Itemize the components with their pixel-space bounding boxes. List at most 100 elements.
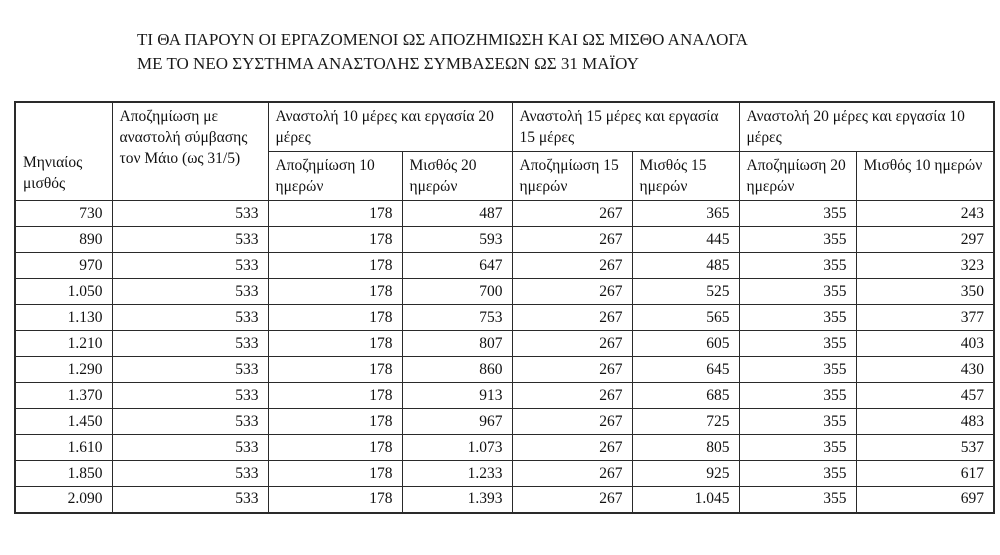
table-cell: 807	[401, 330, 513, 357]
table-cell: 525	[631, 278, 740, 305]
header-salary-15-days: Μισθός 15 ημερών	[631, 151, 740, 201]
table-cell: 178	[267, 330, 403, 357]
table-cell: 565	[631, 304, 740, 331]
header-sub-row: Αποζημίωση 10 ημερών Μισθός 20 ημερών Απ…	[15, 151, 995, 201]
table-cell: 178	[267, 200, 403, 227]
header-group-suspension-15-work-15: Αναστολή 15 μέρες και εργασία 15 μέρες	[511, 101, 740, 152]
table-cell: 533	[111, 304, 269, 331]
table-cell: 267	[511, 330, 633, 357]
table-cell: 593	[401, 226, 513, 253]
table-cell: 267	[511, 304, 633, 331]
table-cell: 267	[511, 356, 633, 383]
table-cell: 1.850	[14, 460, 113, 487]
table-row: 1.370 533 178 913 267 685 355 457	[14, 382, 995, 409]
table-cell: 178	[267, 252, 403, 279]
table-cell: 533	[111, 356, 269, 383]
table-cell: 605	[631, 330, 740, 357]
table-cell: 355	[738, 356, 857, 383]
table-cell: 267	[511, 486, 633, 513]
table-row: 1.850 533 178 1.233 267 925 355 617	[14, 460, 995, 487]
table-cell: 617	[855, 460, 995, 487]
table-cell: 355	[738, 408, 857, 435]
table-cell: 445	[631, 226, 740, 253]
table-cell: 700	[401, 278, 513, 305]
document-title-line1: ΤΙ ΘΑ ΠΑΡΟΥΝ ΟΙ ΕΡΓΑΖΟΜΕΝΟΙ ΩΣ ΑΠΟΖΗΜΙΩΣ…	[137, 30, 748, 49]
table-row: 1.610 533 178 1.073 267 805 355 537	[14, 434, 995, 461]
table-row: 1.450 533 178 967 267 725 355 483	[14, 408, 995, 435]
table-cell: 753	[401, 304, 513, 331]
table-cell: 1.370	[14, 382, 113, 409]
table-cell: 533	[111, 434, 269, 461]
table-cell: 267	[511, 408, 633, 435]
table-cell: 1.233	[401, 460, 513, 487]
table-cell: 725	[631, 408, 740, 435]
table-cell: 533	[111, 382, 269, 409]
header-group-suspension-20-work-10: Αναστολή 20 μέρες και εργασία 10 μέρες	[738, 101, 995, 152]
table-cell: 485	[631, 252, 740, 279]
table-cell: 533	[111, 200, 269, 227]
table-cell: 297	[855, 226, 995, 253]
table-cell: 178	[267, 434, 403, 461]
table-cell: 267	[511, 252, 633, 279]
table-cell: 533	[111, 278, 269, 305]
table-cell: 355	[738, 460, 857, 487]
compensation-table: Μηνιαίος μισθός Αποζημίωση με αναστολή σ…	[14, 101, 995, 514]
table-cell: 355	[738, 200, 857, 227]
header-group-row: Μηνιαίος μισθός Αποζημίωση με αναστολή σ…	[14, 101, 995, 201]
header-compensation-20-days: Αποζημίωση 20 ημερών	[738, 151, 857, 201]
table-cell: 178	[267, 460, 403, 487]
table-cell: 1.393	[401, 486, 513, 513]
table-cell: 178	[267, 356, 403, 383]
table-cell: 350	[855, 278, 995, 305]
header-monthly-salary: Μηνιαίος μισθός	[14, 101, 113, 201]
table-cell: 355	[738, 330, 857, 357]
table-row: 970 533 178 647 267 485 355 323	[14, 252, 995, 279]
header-salary-20-days: Μισθός 20 ημερών	[401, 151, 513, 201]
table-cell: 1.290	[14, 356, 113, 383]
document-title-line2: ΜΕ ΤΟ ΝΕΟ ΣΥΣΤΗΜΑ ΑΝΑΣΤΟΛΗΣ ΣΥΜΒΑΣΕΩΝ ΩΣ…	[137, 54, 639, 73]
table-cell: 697	[855, 486, 995, 513]
table-cell: 890	[14, 226, 113, 253]
table-cell: 533	[111, 460, 269, 487]
table-cell: 355	[738, 226, 857, 253]
table-cell: 533	[111, 408, 269, 435]
table-cell: 1.130	[14, 304, 113, 331]
header-compensation-10-days: Αποζημίωση 10 ημερών	[267, 151, 403, 201]
table-cell: 243	[855, 200, 995, 227]
header-salary-10-days: Μισθός 10 ημερών	[855, 151, 995, 201]
table-cell: 178	[267, 408, 403, 435]
table-cell: 1.210	[14, 330, 113, 357]
table-cell: 267	[511, 382, 633, 409]
header-full-suspension-may: Αποζημίωση με αναστολή σύμβασης τον Μάιο…	[111, 101, 269, 201]
table-cell: 355	[738, 278, 857, 305]
table-cell: 533	[111, 330, 269, 357]
table-cell: 430	[855, 356, 995, 383]
table-cell: 457	[855, 382, 995, 409]
table-cell: 267	[511, 278, 633, 305]
table-cell: 365	[631, 200, 740, 227]
table-cell: 1.050	[14, 278, 113, 305]
table-cell: 805	[631, 434, 740, 461]
table-cell: 487	[401, 200, 513, 227]
table-cell: 267	[511, 200, 633, 227]
table-cell: 860	[401, 356, 513, 383]
table-cell: 537	[855, 434, 995, 461]
table-cell: 967	[401, 408, 513, 435]
table-cell: 267	[511, 434, 633, 461]
table-cell: 925	[631, 460, 740, 487]
table-cell: 355	[738, 382, 857, 409]
table-row: 1.130 533 178 753 267 565 355 377	[14, 304, 995, 331]
table-cell: 2.090	[14, 486, 113, 513]
table-cell: 647	[401, 252, 513, 279]
table-cell: 355	[738, 434, 857, 461]
table-cell: 178	[267, 226, 403, 253]
table-cell: 1.450	[14, 408, 113, 435]
table-row: 890 533 178 593 267 445 355 297	[14, 226, 995, 253]
table-row: 1.210 533 178 807 267 605 355 403	[14, 330, 995, 357]
table-cell: 970	[14, 252, 113, 279]
table-cell: 533	[111, 252, 269, 279]
table-cell: 355	[738, 304, 857, 331]
table-cell: 267	[511, 460, 633, 487]
table-cell: 178	[267, 304, 403, 331]
